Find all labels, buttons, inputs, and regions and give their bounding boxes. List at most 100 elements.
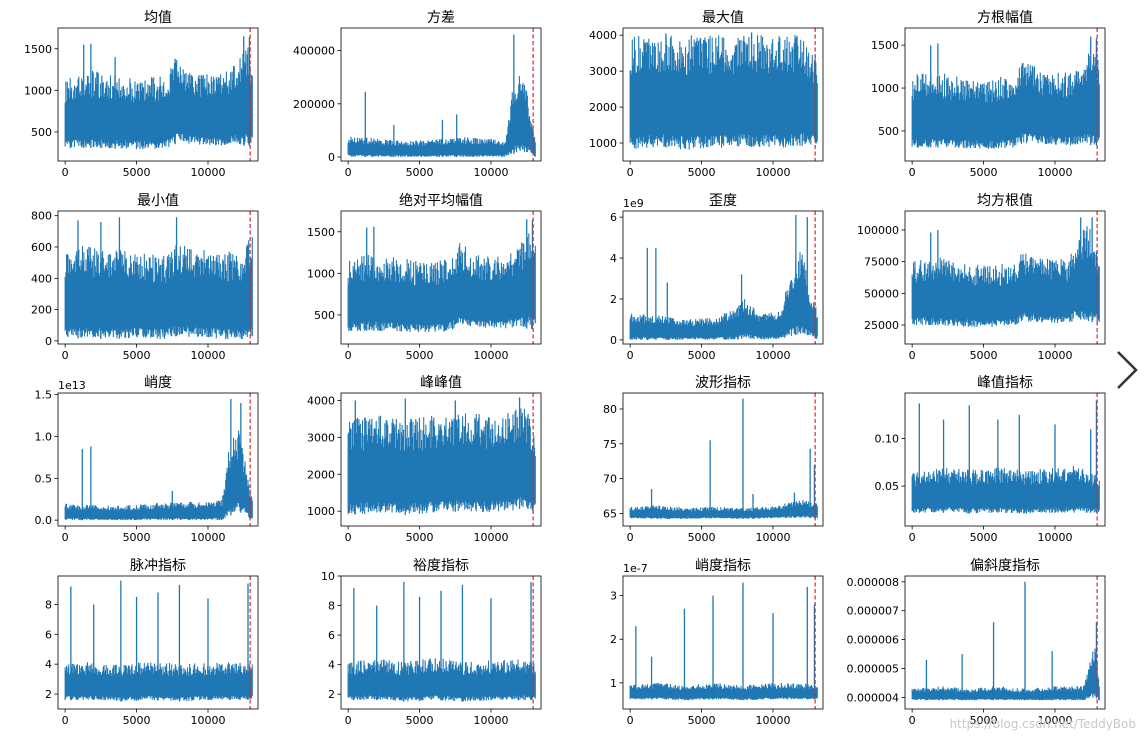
x-tick-label: 0 [909,349,916,362]
x-tick-label: 5000 [406,714,434,727]
axes-frame [340,27,542,162]
x-tick-label: 5000 [406,349,434,362]
y-tick-label: 2 [45,688,52,701]
y-tick-label: 3000 [589,65,617,78]
y-tick-label: 600 [31,241,52,254]
subplot-title: 最大值 [702,10,744,26]
series-line [64,662,253,702]
subplot-title: 裕度指标 [413,558,469,574]
y-tick-label: 25000 [864,319,899,332]
x-tick-label: 0 [627,349,634,362]
x-tick-label: 0 [345,531,352,544]
y-tick-label: 3000 [307,431,335,444]
axes-frame [904,27,1106,162]
y-tick-label: 400000 [293,45,335,58]
x-tick-label: 0 [62,166,69,179]
y-tick-label: 500 [314,309,335,322]
subplot: 0 5000 10000 500 1000 1500 方根幅值 [871,10,1106,179]
x-tick-label: 10000 [191,166,226,179]
x-tick-label: 10000 [1038,166,1073,179]
subplot-title: 波形指标 [695,375,751,391]
y-tick-label: 1.0 [35,430,53,443]
axis-offset-label: 1e-7 [623,562,648,575]
y-tick-label: 2000 [307,468,335,481]
axes-frame [57,27,259,162]
x-tick-label: 10000 [1038,531,1073,544]
y-tick-label: 75 [603,438,617,451]
y-tick-label: 0.000008 [847,576,900,589]
y-tick-label: 0 [610,334,617,347]
y-tick-label: 400 [31,272,52,285]
x-tick-label: 5000 [123,166,151,179]
x-tick-label: 10000 [1038,349,1073,362]
x-tick-label: 0 [627,714,634,727]
y-tick-label: 8 [45,598,52,611]
x-tick-label: 10000 [474,166,509,179]
subplot: 0 5000 10000 0 200000 400000 方差 [293,10,542,179]
subplot: 0 5000 10000 1 2 3 1e-7 峭度指标 [610,558,824,727]
x-tick-label: 0 [627,166,634,179]
x-tick-label: 10000 [756,714,791,727]
y-tick-label: 4 [328,659,335,672]
series-line [64,430,253,521]
x-tick-label: 0 [627,531,634,544]
x-tick-label: 0 [909,714,916,727]
watermark-text: https://blog.csdn.net/TeddyBob [949,717,1136,731]
subplot: 0 5000 10000 1000 2000 3000 4000 峰峰值 [307,375,542,544]
series-line [347,76,536,158]
series-line [347,233,536,333]
subplot-title: 最小值 [137,193,179,209]
y-tick-label: 0 [45,335,52,348]
y-tick-label: 1000 [24,84,52,97]
x-tick-label: 10000 [756,531,791,544]
y-tick-label: 1500 [307,226,335,239]
subplot: 0 5000 10000 1000 2000 3000 4000 最大值 [589,10,824,179]
chevron-right-icon [1117,351,1138,389]
y-tick-label: 0.10 [875,433,900,446]
y-tick-label: 500 [878,125,899,138]
y-tick-label: 10 [321,570,335,583]
axes-frame [622,392,824,527]
axes-frame [340,575,542,710]
y-tick-label: 200000 [293,98,335,111]
y-tick-label: 2000 [589,101,617,114]
subplot-title: 峭度 [144,375,172,391]
y-tick-label: 1500 [24,43,52,56]
x-tick-label: 0 [345,714,352,727]
y-tick-label: 0 [328,151,335,164]
y-tick-label: 0.000005 [847,663,900,676]
x-tick-label: 0 [345,349,352,362]
y-tick-label: 6 [610,211,617,224]
axes-frame [904,210,1106,345]
x-tick-label: 0 [62,531,69,544]
x-tick-label: 5000 [970,166,998,179]
y-tick-label: 1500 [871,39,899,52]
subplot-title: 偏斜度指标 [970,558,1040,574]
x-tick-label: 5000 [688,531,716,544]
subplot: 0 5000 10000 2 4 6 8 脉冲指标 [45,558,259,727]
next-arrow-button[interactable] [1112,348,1144,392]
x-tick-label: 10000 [756,166,791,179]
subplot-title: 方差 [427,10,455,26]
x-tick-label: 5000 [970,714,998,727]
y-tick-label: 0.000007 [847,605,900,618]
subplot: 0 5000 10000 65 70 75 80 波形指标 [603,375,824,544]
y-tick-label: 2 [328,688,335,701]
y-tick-label: 8 [328,600,335,613]
subplot-title: 脉冲指标 [130,558,186,574]
y-tick-label: 4000 [307,394,335,407]
series-line [629,34,818,150]
subplot-title: 绝对平均幅值 [399,193,483,209]
y-tick-label: 0.5 [35,472,53,485]
axes-frame [57,575,259,710]
x-tick-label: 5000 [123,349,151,362]
subplot-title: 均方根值 [977,193,1033,209]
subplot: 0 5000 10000 0.05 0.10 峰值指标 [875,375,1106,544]
subplot: 0 5000 10000 0 2 4 6 1e9 歪度 [610,193,824,362]
x-tick-label: 10000 [474,531,509,544]
series-line [911,52,1100,149]
x-tick-label: 0 [62,349,69,362]
x-tick-label: 0 [909,166,916,179]
axis-offset-label: 1e9 [623,197,644,210]
axes-frame [57,392,259,527]
